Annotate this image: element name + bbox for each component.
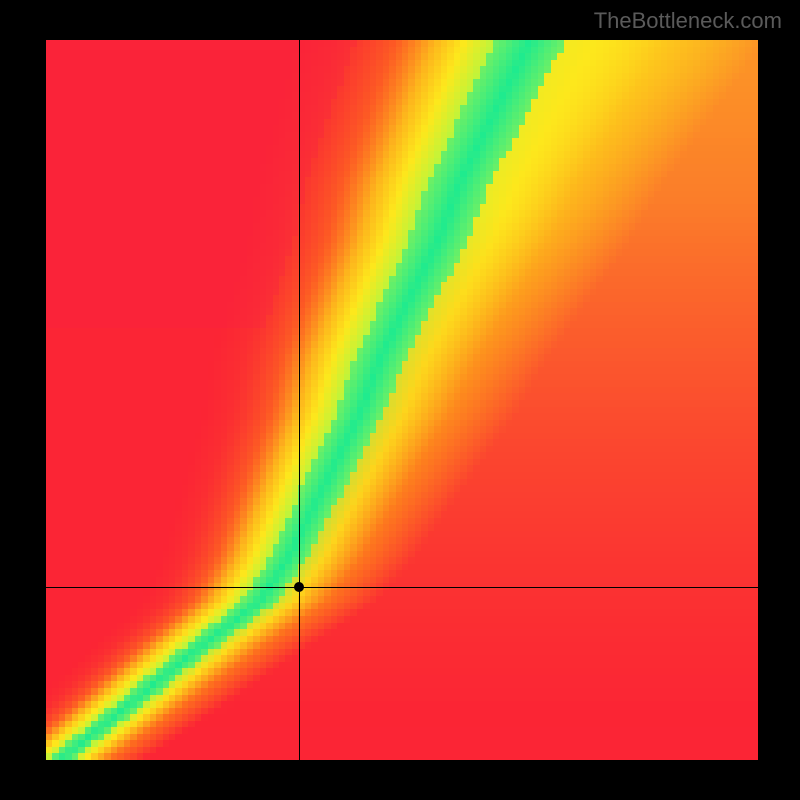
crosshair-marker [294,582,304,592]
watermark-text: TheBottleneck.com [594,8,782,34]
crosshair-horizontal [46,587,758,588]
crosshair-vertical [299,40,300,760]
bottleneck-heatmap [46,40,758,760]
chart-frame [46,40,758,760]
